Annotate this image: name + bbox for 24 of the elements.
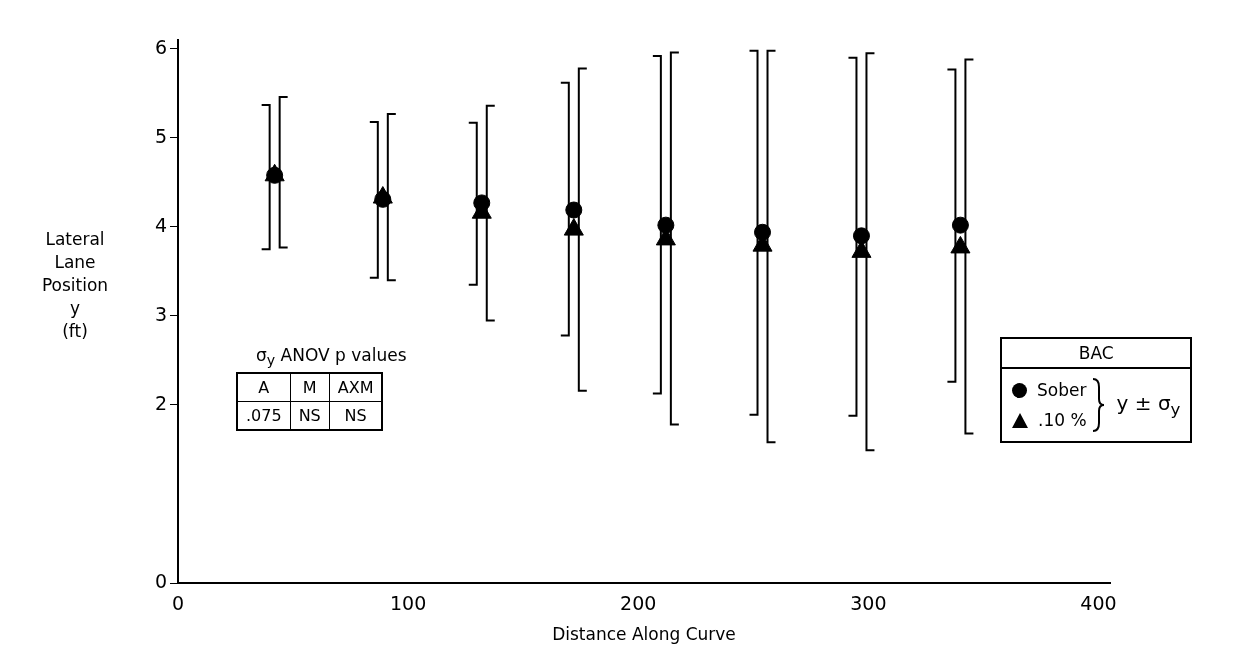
y-tick-label: 5 — [154, 124, 167, 147]
y-axis-title: Lateral Lane Position y (ft) — [40, 228, 110, 343]
text: y ± σ$_{y}$ — [1116, 391, 1181, 419]
y-tick-label: 4 — [154, 213, 167, 236]
annotation: .075 — [237, 401, 291, 431]
annotation: NS — [329, 401, 383, 431]
x-tick-label: 400 — [1080, 592, 1117, 615]
x-tick-label: 100 — [389, 592, 427, 615]
y-tick-label: 3 — [154, 302, 167, 325]
annotation: σ$_{y}$ ANOV p values — [256, 345, 407, 369]
y-tick-label: 2 — [154, 391, 167, 414]
annotation: A — [237, 373, 291, 402]
x-tick-label: 300 — [850, 592, 887, 615]
y-tick-label: 0 — [154, 569, 167, 592]
annotation: AXM — [329, 373, 383, 402]
y-tick-label: 6 — [154, 35, 167, 58]
annotation: NS — [290, 401, 330, 431]
x-axis-title: Distance Along Curve — [552, 624, 736, 645]
legend-title: BAC — [1077, 342, 1115, 365]
annotation: M — [290, 373, 330, 402]
x-tick-label: 200 — [620, 592, 657, 615]
legend-label: .10 % — [1038, 409, 1087, 432]
x-tick-label: 0 — [171, 592, 185, 615]
legend-label: Sober — [1037, 379, 1087, 402]
